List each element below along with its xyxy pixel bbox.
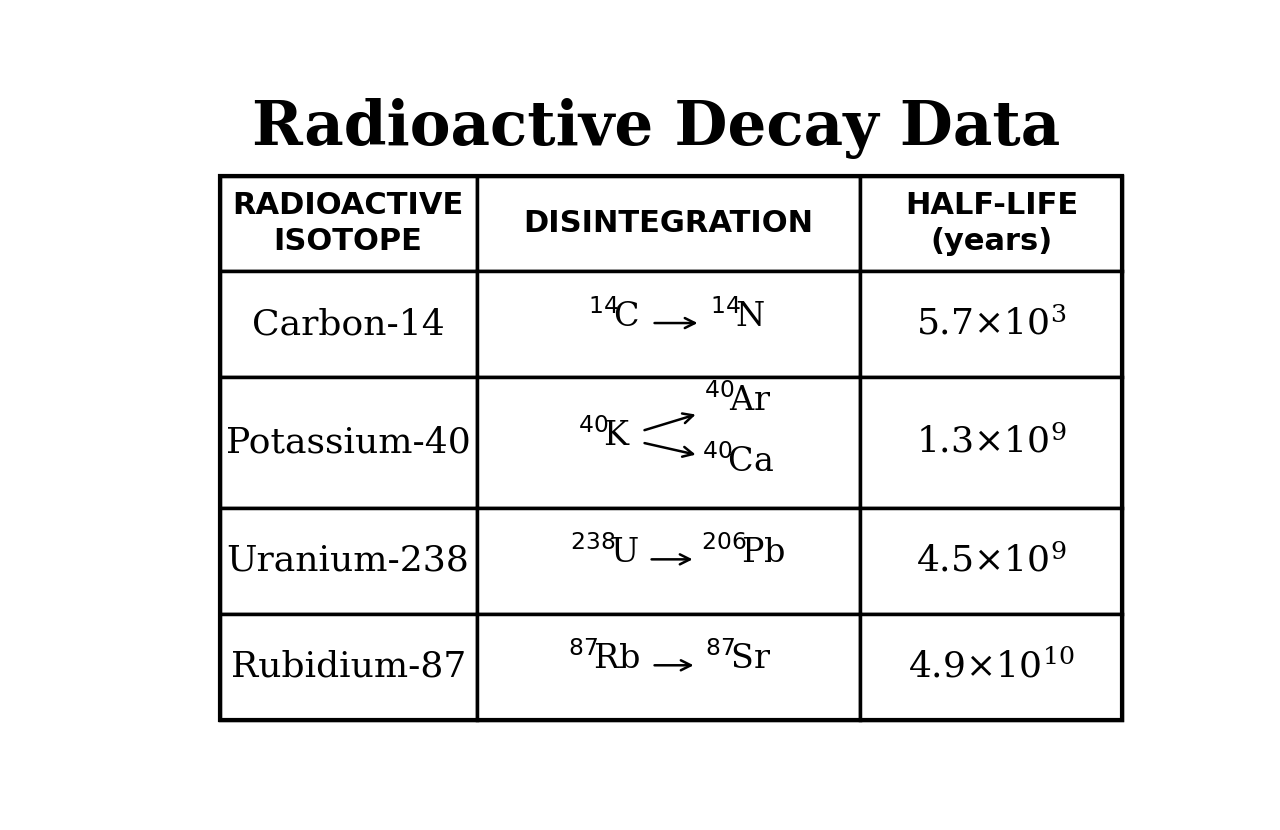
Text: $^{87}\!$Rb: $^{87}\!$Rb	[568, 642, 640, 676]
Bar	[860, 271, 1123, 378]
Text: $^{40}\!$Ca: $^{40}\!$Ca	[701, 444, 774, 479]
Text: Radioactive Decay Data: Radioactive Decay Data	[252, 98, 1060, 159]
Text: $^{14}\!$C: $^{14}\!$C	[589, 300, 640, 334]
Bar	[220, 378, 476, 508]
Text: $^{40}\!$Ar: $^{40}\!$Ar	[704, 383, 772, 418]
Bar	[860, 176, 1123, 271]
Bar	[860, 508, 1123, 613]
Bar	[220, 508, 476, 613]
Text: $^{14}\!$N: $^{14}\!$N	[710, 300, 765, 334]
Text: Potassium-40: Potassium-40	[225, 426, 471, 460]
Text: Rubidium-87: Rubidium-87	[230, 650, 466, 684]
Text: $\mathregular{5.7 × 10^{3}}$: $\mathregular{5.7 × 10^{3}}$	[916, 307, 1066, 342]
Bar	[476, 613, 860, 720]
Bar	[220, 176, 476, 271]
Text: $\mathregular{4.9 × 10^{10}}$: $\mathregular{4.9 × 10^{10}}$	[908, 649, 1075, 684]
Bar	[476, 508, 860, 613]
Text: $\mathregular{1.3 × 10^{9}}$: $\mathregular{1.3 × 10^{9}}$	[916, 425, 1066, 460]
Text: $^{238}\!$U: $^{238}\!$U	[570, 535, 639, 570]
Text: Uranium-238: Uranium-238	[227, 544, 470, 578]
Bar	[476, 271, 860, 378]
Bar	[220, 271, 476, 378]
Text: HALF-LIFE
(years): HALF-LIFE (years)	[905, 192, 1078, 256]
Text: Carbon-14: Carbon-14	[252, 307, 444, 341]
Text: $^{40}\!$K: $^{40}\!$K	[577, 418, 631, 453]
Bar	[220, 613, 476, 720]
Text: RADIOACTIVE
ISOTOPE: RADIOACTIVE ISOTOPE	[233, 192, 463, 256]
Bar	[860, 378, 1123, 508]
Text: $\mathregular{4.5 × 10^{9}}$: $\mathregular{4.5 × 10^{9}}$	[916, 543, 1066, 578]
Bar	[860, 613, 1123, 720]
Bar	[220, 176, 1123, 720]
Bar	[476, 176, 860, 271]
Text: $^{206}\!$Pb: $^{206}\!$Pb	[700, 535, 786, 570]
Bar	[476, 378, 860, 508]
Text: $^{87}\!$Sr: $^{87}\!$Sr	[705, 642, 772, 676]
Text: DISINTEGRATION: DISINTEGRATION	[524, 209, 814, 238]
